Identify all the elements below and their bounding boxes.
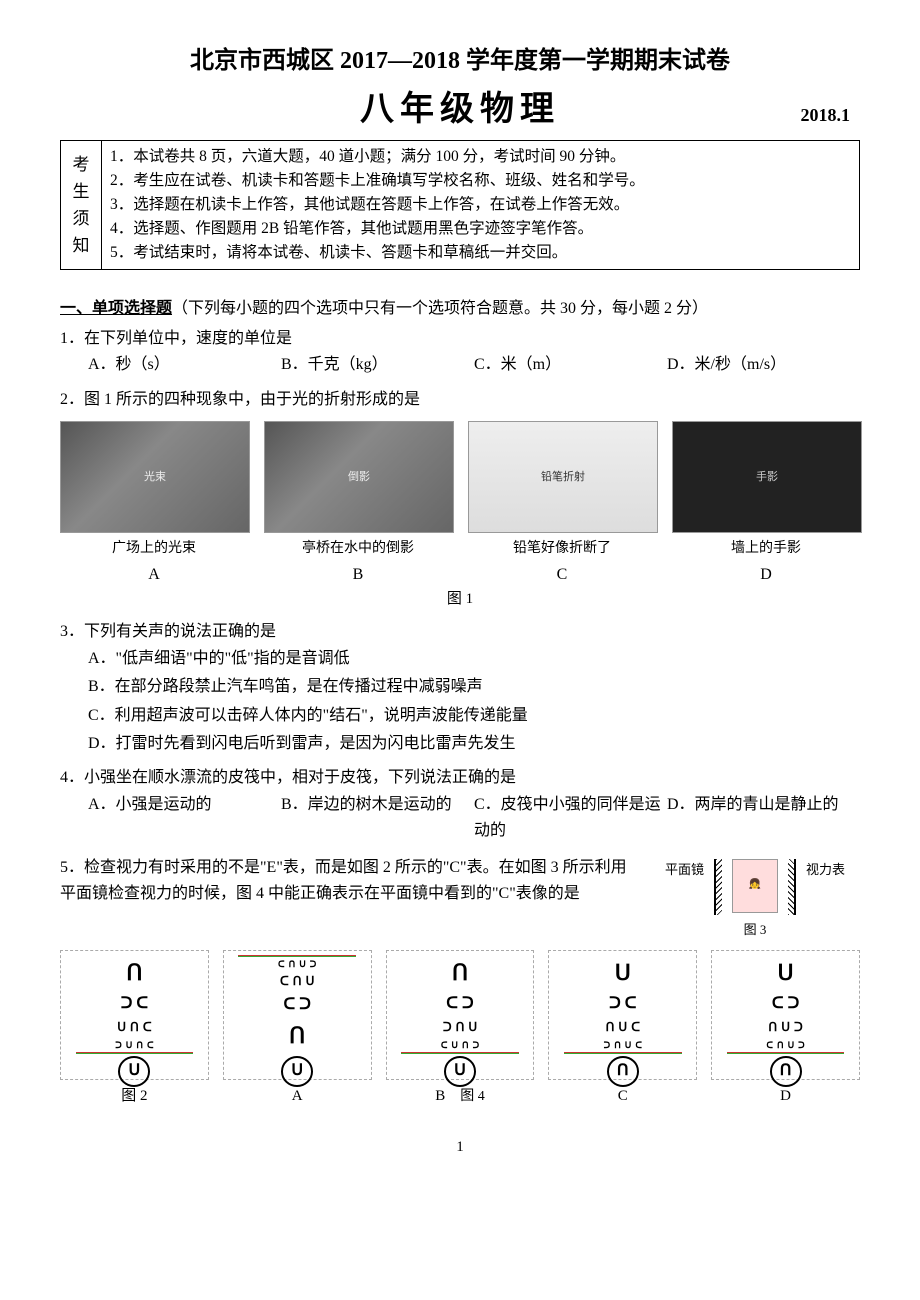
- q5-letter-d: D: [711, 1084, 860, 1109]
- q5-fig2: [60, 950, 209, 1084]
- exam-title: 北京市西城区 2017—2018 学年度第一学期期末试卷: [60, 40, 860, 75]
- q2-fig-a: 光束 广场上的光束 A: [60, 421, 248, 588]
- eye-chart-icon: [223, 950, 372, 1080]
- q2-caption-c: 铅笔好像折断了: [468, 537, 656, 560]
- q1-option-d: D．米/秒（m/s）: [667, 352, 860, 378]
- image-placeholder: 倒影: [264, 421, 454, 533]
- q3-option-d: D．打雷时先看到闪电后听到雷声，是因为闪电比雷声先发生: [88, 731, 860, 757]
- eye-chart-icon: [386, 950, 535, 1080]
- q4-option-d: D．两岸的青山是静止的: [667, 792, 860, 845]
- image-placeholder: 光束: [60, 421, 250, 533]
- notice-label: 考 生 须 知: [61, 141, 102, 269]
- q5-letter-c: C: [548, 1084, 697, 1109]
- fig3-chart-label: 视力表: [806, 859, 845, 880]
- q4-option-c: C．皮筏中小强的同伴是运动的: [474, 792, 667, 845]
- q5-option-b: [386, 950, 535, 1084]
- q2-caption-b: 亭桥在水中的倒影: [264, 537, 452, 560]
- exam-subject: 八年级物理: [360, 81, 560, 130]
- image-placeholder: 铅笔折射: [468, 421, 658, 533]
- q1-option-a: A．秒（s）: [88, 352, 281, 378]
- q5-option-c: [548, 950, 697, 1084]
- q1-option-b: B．千克（kg）: [281, 352, 474, 378]
- notice-item: 4．选择题、作图题用 2B 铅笔作答，其他试题用黑色字迹签字笔作答。: [110, 217, 851, 241]
- mirror-icon: [714, 859, 722, 915]
- image-placeholder: 手影: [672, 421, 862, 533]
- eye-chart-icon: [548, 950, 697, 1080]
- q4-option-b: B．岸边的树木是运动的: [281, 792, 474, 845]
- q2-stem: 2．图 1 所示的四种现象中，由于光的折射形成的是: [60, 387, 860, 413]
- question-4: 4．小强坐在顺水漂流的皮筏中，相对于皮筏，下列说法正确的是 A．小强是运动的 B…: [60, 765, 860, 846]
- notice-item: 3．选择题在机读卡上作答，其他试题在答题卡上作答，在试卷上作答无效。: [110, 193, 851, 217]
- question-5: 5．检查视力有时采用的不是"E"表，而是如图 2 所示的"C"表。在如图 3 所…: [60, 855, 860, 1109]
- q3-option-c: C．利用超声波可以击碎人体内的"结石"，说明声波能传递能量: [88, 703, 860, 729]
- person-icon: 👧: [732, 859, 778, 913]
- subtitle-row: 八年级物理 2018.1: [60, 81, 860, 130]
- q3-option-a: A．"低声细语"中的"低"指的是音调低: [88, 646, 860, 672]
- q4-stem: 4．小强坐在顺水漂流的皮筏中，相对于皮筏，下列说法正确的是: [60, 765, 860, 791]
- q5-fig2-label: 图 2: [60, 1084, 209, 1109]
- notice-char: 须: [73, 205, 90, 232]
- q2-fig-d: 手影 墙上的手影 D: [672, 421, 860, 588]
- q2-fig-label: 图 1: [60, 587, 860, 612]
- q1-option-c: C．米（m）: [474, 352, 667, 378]
- q5-letter-a: A: [223, 1084, 372, 1109]
- section-label: 一、单项选择题: [60, 300, 172, 317]
- section-heading: 一、单项选择题（下列每小题的四个选项中只有一个选项符合题意。共 30 分，每小题…: [60, 294, 860, 318]
- page-number: 1: [60, 1139, 860, 1156]
- q3-stem: 3．下列有关声的说法正确的是: [60, 619, 860, 645]
- question-3: 3．下列有关声的说法正确的是 A．"低声细语"中的"低"指的是音调低 B．在部分…: [60, 619, 860, 757]
- notice-box: 考 生 须 知 1．本试卷共 8 页，六道大题，40 道小题；满分 100 分，…: [60, 140, 860, 270]
- question-2: 2．图 1 所示的四种现象中，由于光的折射形成的是 光束 广场上的光束 A 倒影…: [60, 387, 860, 612]
- q5-letter-b: B 图 4: [386, 1084, 535, 1109]
- notice-items: 1．本试卷共 8 页，六道大题，40 道小题；满分 100 分，考试时间 90 …: [102, 141, 859, 269]
- fig3-mirror-label: 平面镜: [665, 859, 704, 880]
- q3-option-b: B．在部分路段禁止汽车鸣笛，是在传播过程中减弱噪声: [88, 674, 860, 700]
- q2-letter-c: C: [468, 562, 656, 588]
- notice-char: 知: [73, 232, 90, 259]
- q5-option-a: [223, 950, 372, 1084]
- notice-item: 2．考生应在试卷、机读卡和答题卡上准确填写学校名称、班级、姓名和学号。: [110, 169, 851, 193]
- chart-bar-icon: [788, 859, 796, 915]
- q2-letter-b: B: [264, 562, 452, 588]
- q2-fig-c: 铅笔折射 铅笔好像折断了 C: [468, 421, 656, 588]
- q5-stem: 检查视力有时采用的不是"E"表，而是如图 2 所示的"C"表。在如图 3 所示利…: [60, 859, 627, 902]
- q2-caption-d: 墙上的手影: [672, 537, 860, 560]
- q4-option-a: A．小强是运动的: [88, 792, 281, 845]
- section-desc: （下列每小题的四个选项中只有一个选项符合题意。共 30 分，每小题 2 分）: [172, 300, 708, 317]
- notice-item: 1．本试卷共 8 页，六道大题，40 道小题；满分 100 分，考试时间 90 …: [110, 145, 851, 169]
- q5-figure-3: 平面镜 👧 视力表 图 3: [650, 855, 860, 940]
- notice-item: 5．考试结束时，请将本试卷、机读卡、答题卡和草稿纸一并交回。: [110, 241, 851, 265]
- q2-letter-a: A: [60, 562, 248, 588]
- notice-char: 生: [73, 178, 90, 205]
- fig3-label: 图 3: [650, 919, 860, 940]
- eye-chart-icon: [60, 950, 209, 1080]
- notice-char: 考: [73, 151, 90, 178]
- q5-option-d: [711, 950, 860, 1084]
- eye-chart-icon: [711, 950, 860, 1080]
- q5-num: 5．: [60, 855, 84, 881]
- q2-fig-b: 倒影 亭桥在水中的倒影 B: [264, 421, 452, 588]
- q2-caption-a: 广场上的光束: [60, 537, 248, 560]
- exam-date: 2018.1: [801, 105, 851, 126]
- q1-stem: 1．在下列单位中，速度的单位是: [60, 326, 860, 352]
- q2-letter-d: D: [672, 562, 860, 588]
- question-1: 1．在下列单位中，速度的单位是 A．秒（s） B．千克（kg） C．米（m） D…: [60, 326, 860, 379]
